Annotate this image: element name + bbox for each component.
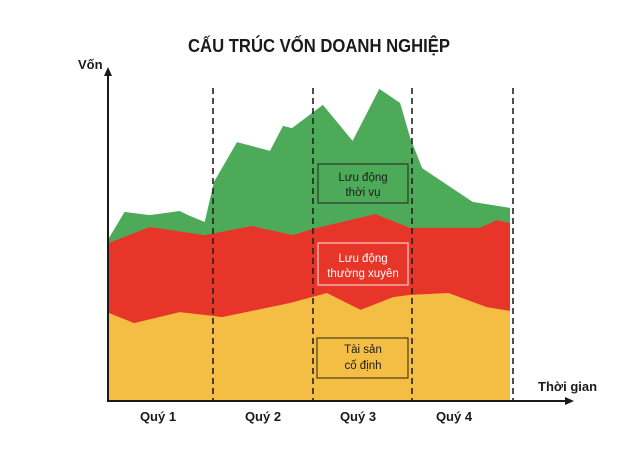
annotation-line: cố định bbox=[344, 360, 381, 372]
y-axis-arrow-icon bbox=[104, 67, 112, 76]
x-axis-label: Thời gian bbox=[538, 379, 597, 394]
area-fixed-assets bbox=[109, 293, 510, 401]
x-axis-arrow-icon bbox=[565, 397, 574, 405]
x-tick-label-q1: Quý 1 bbox=[140, 409, 176, 424]
annotation-line: Lưu động bbox=[338, 172, 387, 184]
annotation-line: thường xuyên bbox=[327, 268, 399, 280]
annotation-permanent-working-capital: Lưu động thường xuyên bbox=[317, 242, 409, 286]
x-tick-label-q2: Quý 2 bbox=[245, 409, 281, 424]
annotation-box bbox=[317, 163, 409, 204]
annotation-box bbox=[316, 337, 409, 379]
quarter-dividers bbox=[212, 88, 514, 401]
annotation-fixed-assets: Tài sản cố định bbox=[316, 337, 409, 379]
annotation-line: thời vụ bbox=[345, 187, 380, 199]
annotation-line: Tài sản bbox=[344, 344, 382, 356]
chart-title: CẤU TRÚC VỐN DOANH NGHIỆP bbox=[188, 35, 450, 56]
annotation-box bbox=[317, 242, 409, 286]
x-tick-label-q3: Quý 3 bbox=[340, 409, 376, 424]
annotation-line: Lưu động bbox=[338, 253, 387, 265]
annotation-seasonal-working-capital: Lưu động thời vụ bbox=[317, 163, 409, 204]
x-tick-label-q4: Quý 4 bbox=[436, 409, 473, 424]
y-axis-label: Vốn bbox=[78, 57, 103, 72]
stacked-areas bbox=[109, 88, 510, 402]
